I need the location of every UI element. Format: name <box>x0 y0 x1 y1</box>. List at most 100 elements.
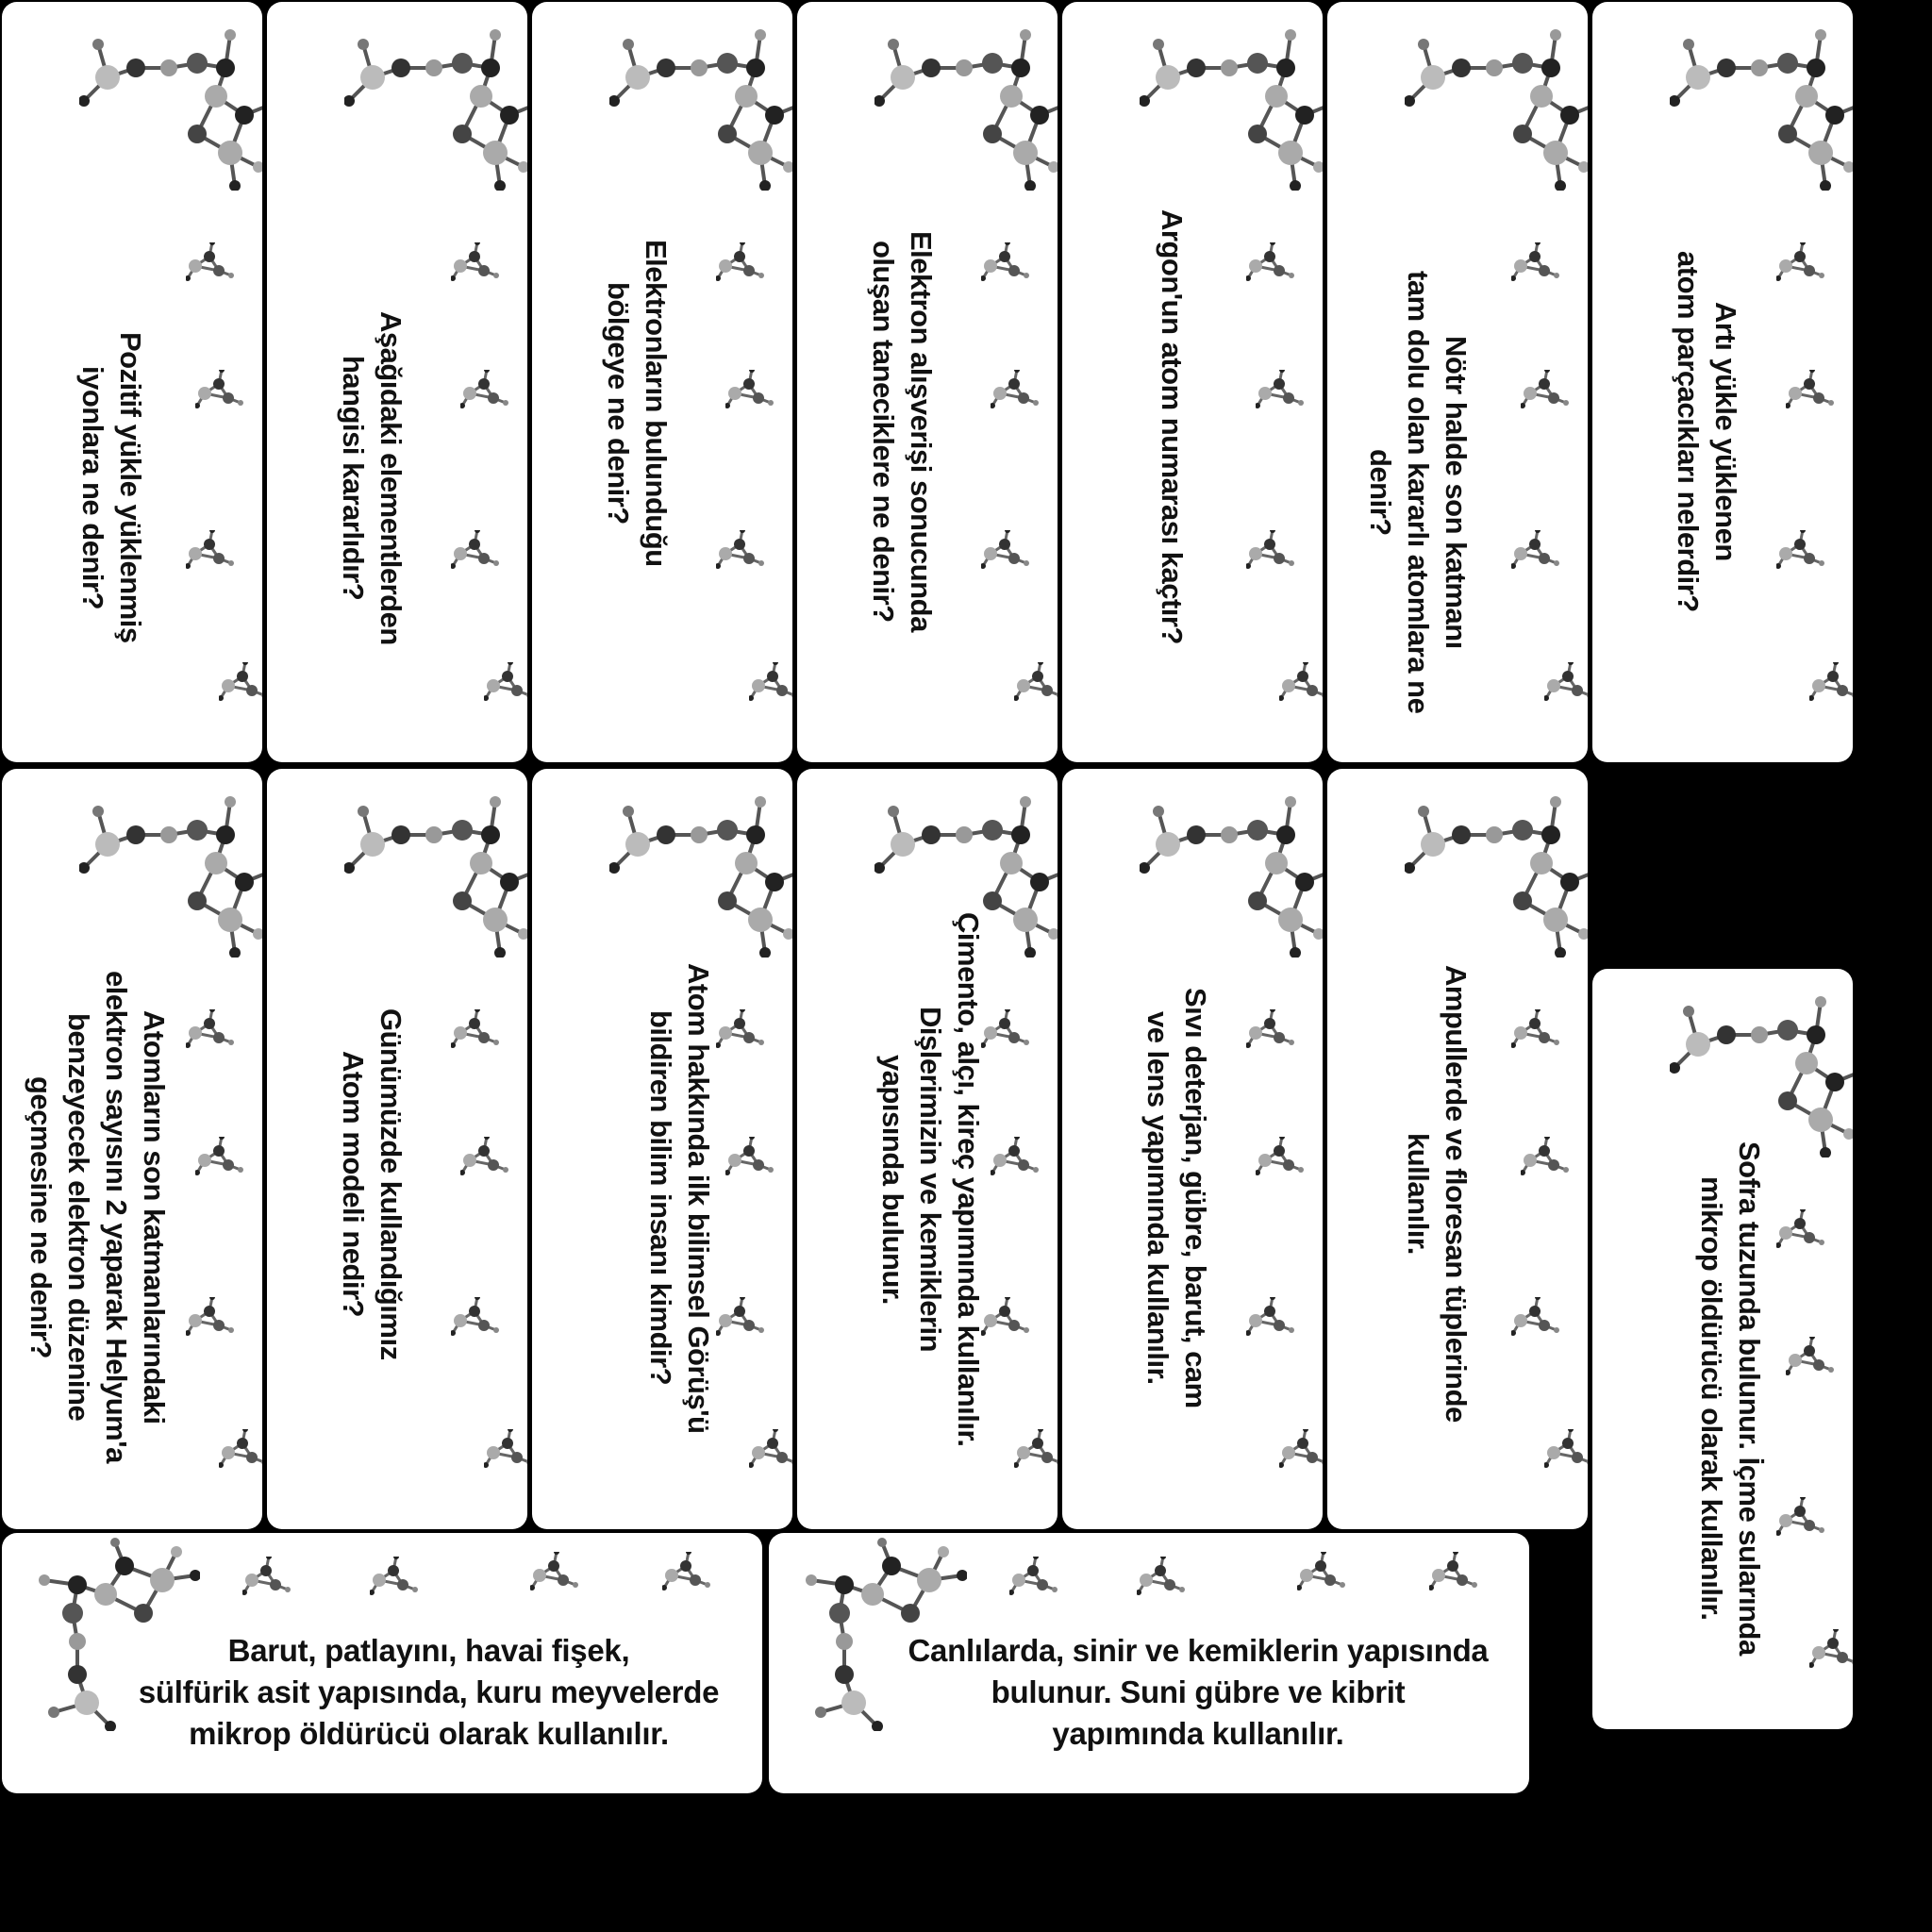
molecule-icon <box>1140 794 1323 958</box>
molecule-icon <box>1521 1137 1571 1177</box>
molecule-icon <box>609 27 792 191</box>
card-3: Elektronların bulunduğu bölgeye ne denir… <box>532 2 792 762</box>
molecule-icon <box>725 370 775 410</box>
card-text: Elektron alışverişi sonucunda oluşan tan… <box>867 230 938 632</box>
molecule-icon <box>1137 1557 1187 1597</box>
molecule-icon <box>981 1297 1031 1338</box>
molecule-icon <box>716 530 766 571</box>
card-text: Ampullerde ve floresan tüplerinde kullan… <box>1402 964 1473 1423</box>
card-text: Nötr halde son katmanı tam dolu olan kar… <box>1364 271 1473 714</box>
molecule-icon <box>1246 1297 1296 1338</box>
molecule-icon <box>484 1429 527 1470</box>
card-text: Günümüzde kullandığımız Atom modeli nedi… <box>337 1008 408 1360</box>
molecule-icon <box>1809 1629 1853 1670</box>
molecule-icon <box>1014 662 1058 703</box>
card-11: Çimento, alçı, kireç yapımında kullanılı… <box>797 769 1058 1529</box>
card-2: Aşağıdaki elementlerden hangisi kararlıd… <box>267 2 527 762</box>
card-12: Sıvı deterjan, gübre, barut, cam ve lens… <box>1062 769 1323 1529</box>
molecule-icon <box>1405 27 1588 191</box>
molecule-icon <box>981 1009 1031 1050</box>
molecule-icon <box>1279 662 1323 703</box>
molecule-icon <box>451 530 501 571</box>
card-13: Ampullerde ve floresan tüplerinde kullan… <box>1327 769 1588 1529</box>
molecule-icon <box>1014 1429 1058 1470</box>
card-text: Artı yükle yüklenen atom parçacıkları ne… <box>1672 250 1742 612</box>
molecule-icon <box>981 530 1031 571</box>
molecule-icon <box>1429 1552 1479 1592</box>
molecule-icon <box>716 1009 766 1050</box>
card-7: Artı yükle yüklenen atom parçacıkları ne… <box>1592 2 1853 762</box>
molecule-icon <box>1776 530 1826 571</box>
molecule-icon <box>1246 1009 1296 1050</box>
molecule-icon <box>1256 370 1306 410</box>
card-1: Pozitif yükle yüklenmiş iyonlara ne deni… <box>2 2 262 762</box>
molecule-icon <box>716 1297 766 1338</box>
molecule-icon <box>195 1137 245 1177</box>
molecule-icon <box>874 27 1058 191</box>
molecule-icon <box>1670 27 1853 191</box>
molecule-icon <box>186 1297 236 1338</box>
card-text: Canlılarda, sinir ve kemiklerin yapısınd… <box>908 1633 1489 1751</box>
molecule-icon <box>1140 27 1323 191</box>
card-text: Sofra tuzunda bulunur. İçme sularında mi… <box>1695 1141 1766 1656</box>
card-text: Argon'un atom numarası kaçtır? <box>1156 208 1189 644</box>
molecule-icon <box>530 1552 580 1592</box>
card-14: Sofra tuzunda bulunur. İçme sularında mi… <box>1592 969 1853 1729</box>
molecule-icon <box>460 1137 510 1177</box>
molecule-icon <box>716 242 766 283</box>
molecule-icon <box>1776 242 1826 283</box>
molecule-icon <box>79 794 262 958</box>
molecule-icon <box>195 370 245 410</box>
card-text: Pozitif yükle yüklenmiş iyonlara ne deni… <box>76 332 147 643</box>
card-6: Nötr halde son katmanı tam dolu olan kar… <box>1327 2 1588 762</box>
molecule-icon <box>1786 370 1836 410</box>
molecule-icon <box>186 1009 236 1050</box>
molecule-icon <box>219 1429 262 1470</box>
molecule-icon <box>1521 370 1571 410</box>
molecule-icon <box>186 530 236 571</box>
molecule-icon <box>1256 1137 1306 1177</box>
molecule-icon <box>662 1552 712 1592</box>
molecule-icon <box>1544 662 1588 703</box>
card-text: Barut, patlayını, havai fişek, sülfürik … <box>138 1633 720 1751</box>
molecule-icon <box>725 1137 775 1177</box>
molecule-icon <box>344 794 527 958</box>
molecule-icon <box>460 370 510 410</box>
molecule-icon <box>609 794 792 958</box>
molecule-icon <box>79 27 262 191</box>
molecule-icon <box>1511 1009 1561 1050</box>
molecule-icon <box>749 662 792 703</box>
card-text: Atom hakkında ilk bilimsel Görüş'ü bildi… <box>644 962 715 1434</box>
molecule-icon <box>991 1137 1041 1177</box>
card-9: Günümüzde kullandığımız Atom modeli nedi… <box>267 769 527 1529</box>
card-text: Atomların son katmanlarındaki elektron s… <box>25 971 171 1463</box>
molecule-icon <box>1279 1429 1323 1470</box>
card-text: Sıvı deterjan, gübre, barut, cam ve lens… <box>1141 988 1212 1408</box>
molecule-icon <box>451 242 501 283</box>
molecule-icon <box>1246 242 1296 283</box>
molecule-icon <box>1246 530 1296 571</box>
molecule-icon <box>1786 1337 1836 1377</box>
card-5: Argon'un atom numarası kaçtır? <box>1062 2 1323 762</box>
molecule-icon <box>451 1009 501 1050</box>
card-10: Atom hakkında ilk bilimsel Görüş'ü bildi… <box>532 769 792 1529</box>
molecule-icon <box>344 27 527 191</box>
molecule-icon <box>1776 1497 1826 1538</box>
molecule-icon <box>1511 530 1561 571</box>
molecule-icon <box>1776 1209 1826 1250</box>
card-text: Çimento, alçı, kireç yapımında kullanılı… <box>876 911 985 1447</box>
molecule-icon <box>1544 1429 1588 1470</box>
molecule-icon <box>749 1429 792 1470</box>
card-text: Aşağıdaki elementlerden hangisi kararlıd… <box>337 311 408 645</box>
card-15: Barut, patlayını, havai fişek, sülfürik … <box>2 1533 762 1793</box>
molecule-icon <box>451 1297 501 1338</box>
card-8: Atomların son katmanlarındaki elektron s… <box>2 769 262 1529</box>
molecule-icon <box>484 662 527 703</box>
card-4: Elektron alışverişi sonucunda oluşan tan… <box>797 2 1058 762</box>
molecule-icon <box>186 242 236 283</box>
molecule-icon <box>219 662 262 703</box>
molecule-icon <box>1511 1297 1561 1338</box>
card-16: Canlılarda, sinir ve kemiklerin yapısınd… <box>769 1533 1529 1793</box>
molecule-icon <box>1297 1552 1347 1592</box>
molecule-icon <box>1511 242 1561 283</box>
